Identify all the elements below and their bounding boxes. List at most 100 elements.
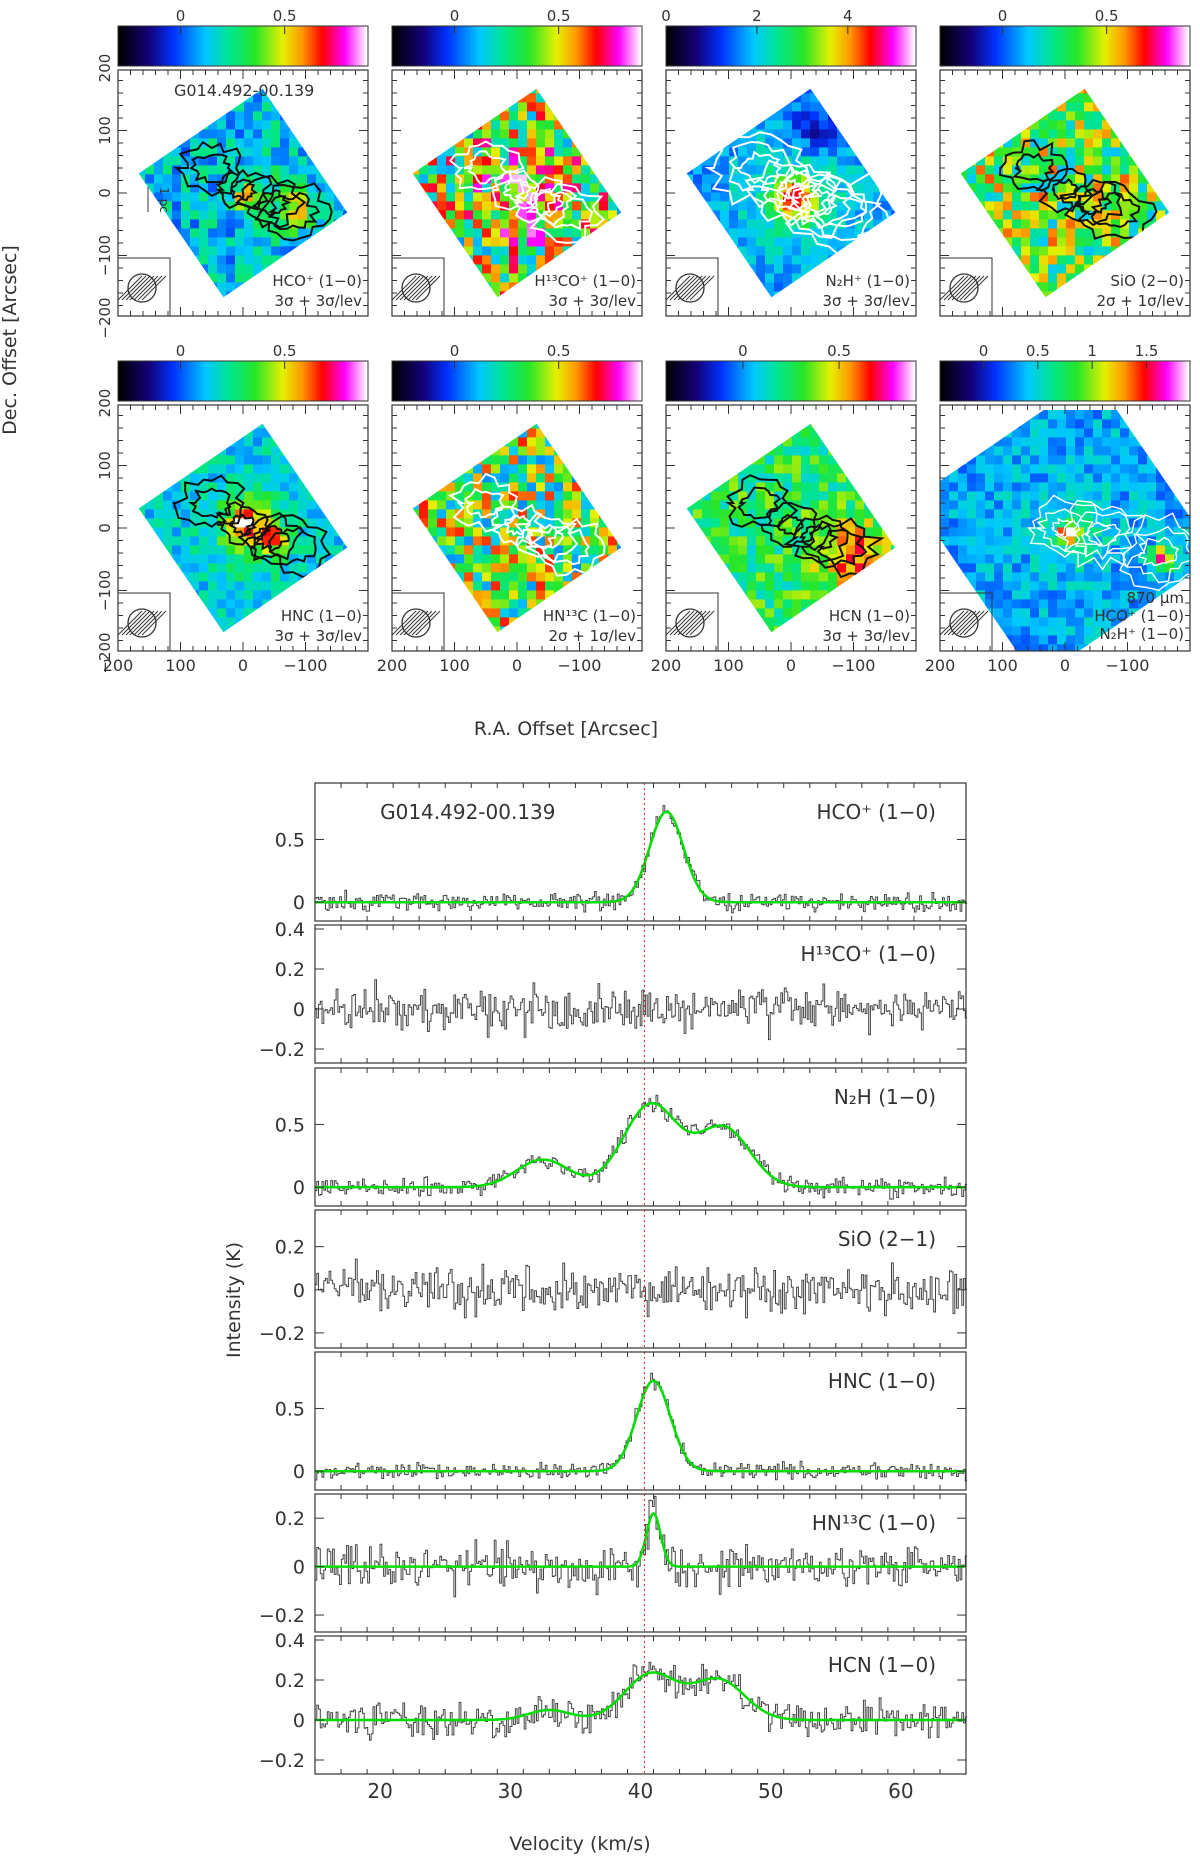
map-pixel [675,246,684,255]
map-pixel [738,237,748,247]
map-pixel [154,120,164,130]
map-pixel [325,473,335,483]
map-pixel [608,120,618,130]
colorbar-cell [668,26,671,66]
colorbar-tick-label: 0 [661,7,671,25]
colorbar-cell [990,26,993,66]
colorbar-cell [952,26,956,66]
map-pixel [217,423,227,429]
map-pixel [873,255,883,265]
map-pixel [271,165,281,175]
map-pixel [891,174,896,184]
map-pixel [181,464,191,474]
map-pixel [154,183,164,193]
map-pixel [1120,111,1130,121]
map-pixel [235,617,245,627]
colorbar-cell [631,26,635,66]
map-pixel [127,183,136,192]
colorbar-cell [307,361,311,401]
map-pixel [325,437,335,447]
map-pixel [138,129,146,139]
colorbar-cell [514,26,518,66]
map-pixel [819,156,829,166]
map-pixel [900,255,909,264]
map-pixel [1075,147,1085,157]
map-pixel [437,147,447,157]
map-pixel [837,156,847,166]
map-pixel [217,446,227,456]
map-pixel [626,138,635,147]
map-pixel [127,428,136,437]
map-pixel [298,210,308,220]
map-pixel [437,291,447,298]
map-pixel [145,75,154,84]
map-pixel [891,88,896,94]
colorbar-cell [965,26,968,66]
map-pixel [172,174,182,184]
map-pixel [1183,174,1192,183]
map-pixel [686,246,694,256]
map-pixel [500,228,510,238]
map-pixel [473,219,483,229]
colorbar-cell [573,26,576,66]
map-pixel [882,93,892,103]
map-pixel [163,509,173,519]
map-pixel [154,255,164,265]
colorbar-cell [1185,26,1189,66]
colorbar-cell [780,26,784,66]
map-pixel [563,88,573,94]
map-pixel [563,138,573,148]
map-pixel [720,88,730,94]
map-pixel [127,581,136,590]
map-pixel [401,165,410,174]
map-pixel [994,102,1004,112]
map-pixel [298,219,308,229]
map-pixel [1066,88,1076,94]
map-pixel [235,201,245,211]
colorbar-cell [751,26,755,66]
map-pixel [702,93,712,103]
map-pixel [199,291,209,298]
map-pixel [334,102,344,112]
map-pixel [940,183,949,192]
map-pixel [253,473,263,483]
map-pixel [316,183,326,193]
map-pixel [509,192,519,202]
map-pixel [464,255,474,265]
map-pixel [226,210,236,220]
colorbar-cell [305,26,309,66]
map-pixel [262,273,272,283]
map-pixel [1120,228,1130,238]
map-pixel [226,219,236,229]
map-pixel [154,500,164,510]
map-pixel [145,129,155,139]
map-pixel [181,129,191,139]
map-pixel [882,201,892,211]
map-pixel [138,147,146,157]
map-pixel [235,273,245,283]
map-pixel [1066,300,1075,309]
map-pixel [765,201,775,211]
colorbar-cell [353,361,357,401]
map-pixel [325,509,335,519]
map-pixel [1165,201,1170,211]
map-pixel [455,318,464,327]
map-pixel [756,228,766,238]
map-pixel [298,237,308,247]
map-pixel [882,156,892,166]
map-pixel [446,174,456,184]
map-pixel [909,255,918,264]
map-pixel [985,192,995,202]
map-pixel [1021,93,1031,103]
map-pixel [702,183,712,193]
map-pixel [181,192,191,202]
map-pixel [1174,102,1183,111]
map-pixel [536,318,545,327]
map-pixel [864,111,874,121]
map-pixel [325,111,335,121]
colorbar-cell [784,26,788,66]
map-pixel [1012,282,1022,292]
map-pixel [343,423,348,429]
map-pixel [686,111,694,121]
colorbar-cell [913,26,917,66]
